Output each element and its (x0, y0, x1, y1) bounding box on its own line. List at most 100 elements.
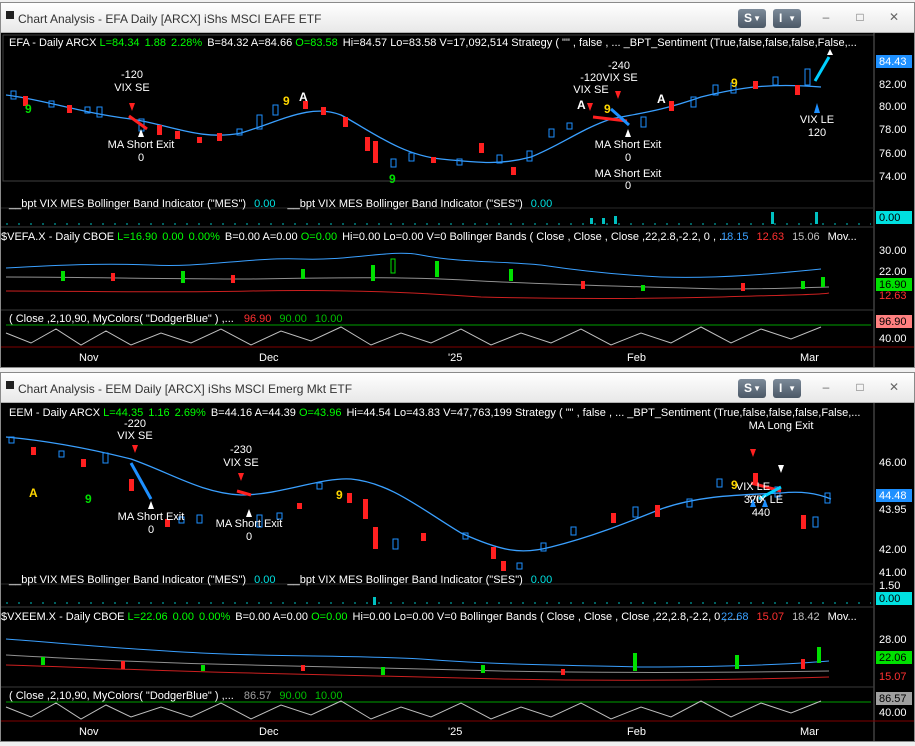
annotation-label: MA Long Exit (749, 420, 814, 432)
bollinger-values: 18.15 12.63 15.06 Mov... (721, 231, 857, 243)
sentiment-bar (771, 212, 774, 224)
candle (272, 104, 279, 116)
chart-plot-area[interactable]: EFA - Daily ARCX L=84.34 1.88 2.28% B=84.32… (1, 33, 914, 372)
signal-arrows (132, 445, 784, 517)
sentiment-tag (876, 211, 912, 224)
vix-last: L=16.90 (117, 231, 157, 243)
vix-tick: 30.00 (879, 245, 907, 257)
oscillator-line (5, 700, 822, 720)
vix-candle (301, 665, 305, 671)
candle (640, 116, 647, 128)
vix-candle (561, 669, 565, 675)
candle (175, 131, 180, 139)
vix-candle (633, 653, 637, 671)
vix-pct: 0.00% (199, 611, 230, 623)
vix-open: O=0.00 (311, 611, 347, 623)
indicator-button[interactable]: I ▼ (773, 9, 801, 28)
vix-header: $VEFA.X - Daily CBOE L=16.90 0.00 0.00% B=0… (1, 231, 728, 243)
marker-nine: 9 (389, 172, 396, 186)
last-price-tag-label: 44.48 (879, 490, 907, 502)
last-price-tag-label: 84.43 (879, 56, 907, 68)
maximize-icon[interactable]: □ (856, 380, 864, 394)
candle (81, 459, 86, 467)
signal-arrows (129, 49, 833, 137)
header-change: 1.16 (148, 407, 169, 419)
vix-candle (641, 285, 645, 291)
last-price-tag (876, 55, 912, 68)
chart-window-efa[interactable]: Chart Analysis - EFA Daily [ARCX] iShs M… (0, 2, 915, 368)
candle (129, 479, 134, 491)
close-icon[interactable]: ✕ (888, 380, 900, 394)
candle (157, 125, 162, 135)
sentiment-bars (590, 212, 818, 224)
vix-candle (435, 261, 439, 277)
arrow-down-icon (129, 103, 135, 111)
style-button[interactable]: S ▼ (738, 9, 766, 28)
arrow-down-icon (132, 445, 138, 453)
chart-plot-area[interactable]: EEM - Daily ARCX L=44.35 1.16 2.69% B=44.16… (1, 403, 914, 746)
window-title: Chart Analysis - EEM Daily [ARCX] iShs M… (18, 382, 353, 396)
time-tick: Nov (79, 352, 99, 364)
header-rest: Hi=44.54 Lo=43.83 V=47,763,199 Strategy … (346, 407, 860, 419)
candle (753, 81, 758, 89)
maximize-icon[interactable]: □ (856, 10, 864, 24)
vix-candle (735, 655, 739, 669)
candle (655, 505, 660, 517)
vix-pct: 0.00% (189, 231, 220, 243)
annotation-label: 0 (148, 524, 154, 536)
header-symbol: EEM - Daily ARCX (9, 407, 103, 419)
time-tick: '25 (448, 352, 462, 364)
sentiment-label: __bpt VIX MES Bollinger Band Indicator (… (287, 198, 523, 210)
candle (804, 68, 811, 86)
vix-candle (61, 271, 65, 281)
candle (363, 499, 368, 519)
window-titlebar[interactable]: Chart Analysis - EEM Daily [ARCX] iShs M… (1, 373, 914, 403)
style-button[interactable]: S ▼ (738, 379, 766, 398)
annotation-label: 440 (752, 507, 770, 519)
oscillator-header: ( Close ,2,10,90, MyColors( "DodgerBlue"… (9, 313, 342, 325)
header-last: L=44.35 (103, 407, 143, 419)
candle (669, 101, 674, 111)
sentiment-bar (614, 216, 617, 224)
header-change: 1.88 (145, 37, 166, 49)
minimize-icon[interactable]: – (822, 10, 830, 24)
close-icon[interactable]: ✕ (888, 10, 900, 24)
header-pct: 2.28% (171, 37, 202, 49)
candle (31, 447, 36, 455)
time-tick: Dec (259, 726, 279, 738)
arrow-down-icon (587, 103, 593, 111)
indicator-button[interactable]: I ▼ (773, 379, 801, 398)
vix-candles (61, 258, 825, 291)
sentiment-value: 0.00 (254, 574, 275, 586)
candle (196, 514, 203, 524)
candle (421, 533, 426, 541)
arrow-up-icon (762, 499, 768, 507)
price-tick: 43.95 (879, 504, 907, 516)
annotation-label: -120 (121, 69, 143, 81)
time-tick: Mar (800, 726, 819, 738)
minimize-icon[interactable]: – (822, 380, 830, 394)
oscillator-tag (876, 692, 912, 705)
vix-rest: Hi=0.00 Lo=0.00 V=0 Bollinger Bands ( Cl… (353, 611, 739, 623)
pattern-markers: 9 9 A 9 A 9 A 9 (25, 76, 738, 186)
sentiment-value: 0.00 (531, 574, 552, 586)
window-titlebar[interactable]: Chart Analysis - EFA Daily [ARCX] iShs M… (1, 3, 914, 33)
arrow-up-icon (148, 501, 154, 509)
marker-nine: 9 (85, 492, 92, 506)
trade-annotations: -220 VIX SE MA Short Exit 0 -230 VIX SE … (117, 418, 813, 543)
vix-candle (381, 667, 385, 675)
vix-candle (817, 647, 821, 663)
vix-candle (231, 275, 235, 283)
last-price-tag (876, 489, 912, 502)
chart-window-eem[interactable]: Chart Analysis - EEM Daily [ARCX] iShs M… (0, 372, 915, 742)
arrow-up-icon (246, 509, 252, 517)
candle (540, 542, 547, 552)
annotation-label: MA Short Exit (108, 139, 175, 151)
oscillator-tag (876, 315, 912, 328)
trade-line (610, 107, 630, 127)
candle (390, 158, 397, 168)
annotation-label: VIX SE (114, 82, 149, 94)
candle (753, 473, 758, 483)
oscillator-value: 86.57 (244, 690, 272, 702)
time-tick: '25 (448, 726, 462, 738)
